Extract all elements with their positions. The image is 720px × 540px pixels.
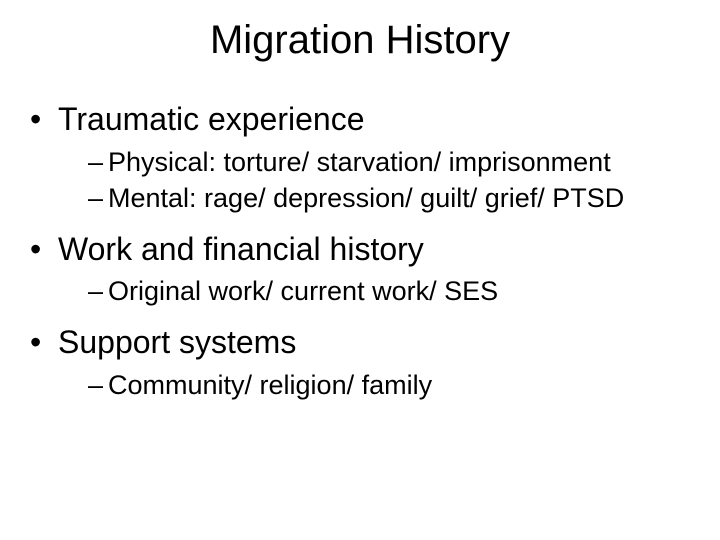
sub-bullet-list: Original work/ current work/ SES: [30, 273, 690, 309]
bullet-item: Traumatic experience Physical: torture/ …: [30, 97, 690, 217]
bullet-text: Support systems: [58, 324, 296, 360]
sub-bullet-text: Mental: rage/ depression/ guilt/ grief/ …: [108, 183, 624, 213]
sub-bullet-item: Mental: rage/ depression/ guilt/ grief/ …: [88, 180, 690, 216]
sub-bullet-item: Physical: torture/ starvation/ imprisonm…: [88, 144, 690, 180]
sub-bullet-item: Original work/ current work/ SES: [88, 273, 690, 309]
bullet-item: Support systems Community/ religion/ fam…: [30, 320, 690, 403]
sub-bullet-text: Community/ religion/ family: [108, 370, 432, 400]
bullet-item: Work and financial history Original work…: [30, 227, 690, 310]
sub-bullet-list: Community/ religion/ family: [30, 367, 690, 403]
sub-bullet-text: Physical: torture/ starvation/ imprisonm…: [108, 147, 611, 177]
bullet-text: Traumatic experience: [58, 101, 365, 137]
bullet-list: Traumatic experience Physical: torture/ …: [0, 97, 720, 403]
slide: Migration History Traumatic experience P…: [0, 0, 720, 540]
sub-bullet-list: Physical: torture/ starvation/ imprisonm…: [30, 144, 690, 217]
slide-title: Migration History: [0, 18, 720, 63]
sub-bullet-text: Original work/ current work/ SES: [108, 276, 498, 306]
sub-bullet-item: Community/ religion/ family: [88, 367, 690, 403]
bullet-text: Work and financial history: [58, 231, 424, 267]
